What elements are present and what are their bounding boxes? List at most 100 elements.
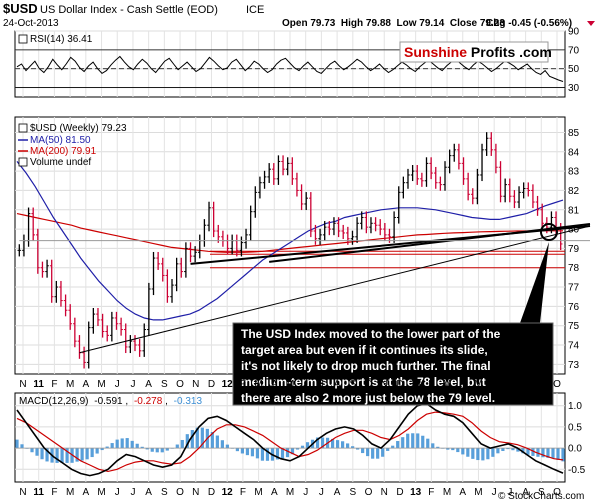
annotation-box: [232, 322, 554, 406]
chart-symbol: $USD: [3, 1, 38, 16]
macd-histogram-bar: [245, 448, 250, 456]
macd-histogram-bar: [446, 448, 450, 450]
price-bar: [82, 346, 86, 369]
x-label-price-10: O: [176, 379, 184, 390]
price-bar: [369, 217, 373, 234]
macd-histogram-bar: [285, 448, 290, 458]
price-bar: [295, 172, 299, 197]
annotation-line-4: medium-term support is at the 78 level, …: [241, 375, 486, 389]
price-bar: [100, 313, 105, 338]
price-bar: [531, 184, 535, 209]
macd-histogram-bar: [521, 448, 525, 454]
x-label-price-5: M: [97, 379, 105, 390]
x-label-macd-22: O: [365, 487, 373, 498]
price-bar: [406, 168, 410, 189]
price-bar: [350, 230, 355, 245]
macd-histogram-bar: [456, 448, 460, 453]
price-tick-label-12: 85: [568, 128, 580, 139]
price-bar: [96, 308, 100, 326]
price-bar: [151, 251, 156, 296]
macd-histogram-bar: [115, 439, 119, 449]
macd-histogram-bar: [295, 448, 300, 450]
price-bar: [470, 188, 475, 205]
x-label-price-17: M: [286, 379, 294, 390]
macd-histogram-bar: [135, 443, 139, 449]
macd-histogram-bar: [436, 446, 440, 449]
x-label-macd-17: M: [286, 487, 294, 498]
macd-histogram-bar: [65, 448, 69, 463]
macd-histogram-bar: [260, 448, 265, 461]
x-label-macd-34: O: [553, 487, 561, 498]
macd-histogram-bar: [541, 448, 545, 458]
macd-histogram-bar: [185, 434, 189, 449]
price-bar: [147, 282, 151, 336]
price-tick-label-1: 74: [568, 341, 580, 352]
x-label-price-30: J: [492, 379, 497, 390]
chart-instrument-name: US Dollar Index - Cash Settle (EOD): [40, 4, 218, 16]
price-bar: [156, 251, 160, 270]
macd-histogram-bar: [290, 448, 295, 455]
macd-legend-comma-1: ,: [125, 396, 128, 407]
macd-histogram-bar: [60, 448, 64, 463]
macd-histogram-bar: [551, 448, 555, 459]
price-bar: [285, 157, 290, 176]
x-label-price-24: D: [396, 379, 403, 390]
ma50-line: [16, 161, 564, 321]
macd-histogram-bar: [431, 443, 435, 449]
price-bar: [494, 143, 498, 174]
logo-box: [399, 41, 549, 63]
x-label-price-19: J: [319, 379, 324, 390]
price-bar: [207, 201, 211, 232]
price-bar: [512, 190, 517, 209]
ma200-legend: MA(200) 79.91: [30, 146, 97, 157]
price-bar: [239, 236, 244, 257]
x-label-macd-9: S: [161, 487, 168, 498]
x-label-price-13: 12: [222, 379, 234, 390]
macd-histogram-bar: [80, 448, 84, 461]
macd-histogram-bar: [280, 448, 285, 459]
x-label-macd-12: D: [208, 487, 215, 498]
price-bar: [484, 132, 489, 156]
price-bar: [466, 172, 470, 201]
price-bar: [54, 280, 59, 303]
price-bar: [174, 257, 179, 292]
price-tick-label-3: 76: [568, 302, 580, 313]
macd-histogram-bar: [160, 448, 164, 453]
price-bar: [304, 192, 308, 211]
x-label-price-22: O: [365, 379, 373, 390]
annotation-text: The USD Index moved to the lower part of…: [241, 327, 501, 405]
logo-part-sunshine: Sunshine: [404, 44, 467, 60]
macd-histogram-bar: [145, 448, 149, 450]
price-bar: [447, 149, 452, 174]
macd-legend-signal: -0.278: [134, 396, 163, 407]
x-label-price-8: A: [145, 379, 152, 390]
x-label-price-16: A: [271, 379, 278, 390]
x-label-macd-19: J: [319, 487, 324, 498]
price-bar: [378, 219, 383, 236]
chart-date: 24-Oct-2013: [3, 18, 59, 29]
price-bar: [244, 228, 248, 249]
price-tick-label-8: 81: [568, 205, 580, 216]
price-bar: [424, 157, 429, 187]
macd-histogram-bar: [250, 448, 255, 457]
price-bar: [457, 143, 461, 170]
price-tick-label-6: 79: [568, 244, 580, 255]
price-bar: [517, 186, 521, 209]
price-bar: [272, 163, 276, 185]
macd-histogram-bar: [110, 443, 114, 449]
macd-histogram-bar: [100, 448, 104, 451]
price-bar: [49, 259, 54, 303]
price-bar: [63, 294, 68, 317]
annotation-line-3: it's not likely to drop much further. Th…: [241, 359, 491, 373]
volume-legend-swatch: [18, 157, 28, 167]
macd-histogram-bar: [330, 438, 335, 449]
price-bar: [383, 222, 387, 241]
logo-text: Sunshine Profits .com: [404, 44, 552, 60]
x-label-price-0: N: [19, 379, 26, 390]
price-bar: [114, 311, 119, 330]
x-label-macd-33: S: [538, 487, 545, 498]
price-bar: [309, 192, 313, 238]
x-label-macd-10: O: [176, 487, 184, 498]
price-bar: [540, 203, 544, 230]
